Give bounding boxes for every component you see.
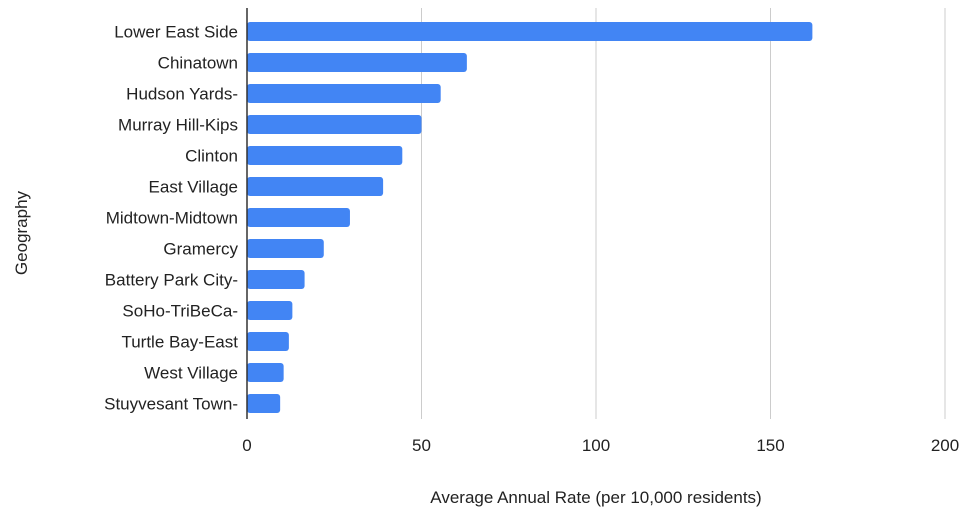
- x-tick-label: 200: [931, 436, 959, 455]
- category-label: Lower East Side: [114, 23, 238, 42]
- category-label: Gramercy: [163, 240, 238, 259]
- bar: [247, 115, 422, 134]
- bar: [247, 332, 289, 351]
- category-label: Hudson Yards-: [126, 85, 238, 104]
- bar: [247, 208, 350, 227]
- bar: [247, 239, 324, 258]
- bar: [247, 363, 284, 382]
- bar: [247, 84, 441, 103]
- bar: [247, 301, 293, 320]
- bar: [247, 177, 384, 196]
- category-label: Battery Park City-: [105, 271, 238, 290]
- category-label: East Village: [149, 178, 238, 197]
- category-labels: Lower East Side Chinatown Hudson Yards- Mur…: [104, 23, 238, 414]
- x-tick-labels: 0 50 100 150 200: [242, 436, 959, 455]
- bar: [247, 53, 467, 72]
- x-axis-title: Average Annual Rate (per 10,000 resident…: [430, 488, 761, 507]
- x-tick-label: 50: [412, 436, 431, 455]
- x-tick-label: 150: [756, 436, 784, 455]
- bars: [247, 22, 813, 413]
- category-label: Clinton: [185, 147, 238, 166]
- x-tick-label: 0: [242, 436, 251, 455]
- category-label: Murray Hill-Kips: [118, 116, 238, 135]
- bar: [247, 270, 305, 289]
- category-label: West Village: [144, 364, 238, 383]
- category-label: SoHo-TriBeCa-: [122, 302, 238, 321]
- category-label: Turtle Bay-East: [121, 333, 238, 352]
- category-label: Stuyvesant Town-: [104, 395, 238, 414]
- bar: [247, 394, 281, 413]
- category-label: Chinatown: [158, 54, 238, 73]
- bar: [247, 146, 403, 165]
- bar: [247, 22, 813, 41]
- category-label: Midtown-Midtown: [106, 209, 238, 228]
- x-tick-label: 100: [582, 436, 610, 455]
- grid-lines: [421, 8, 946, 419]
- y-axis-title: Geography: [12, 190, 31, 275]
